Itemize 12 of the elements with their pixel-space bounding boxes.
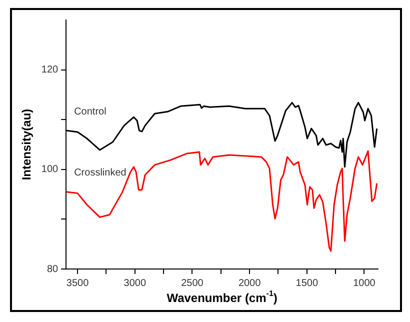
x-tick-label: 1500: [296, 278, 318, 289]
x-tick-label: 2000: [238, 278, 262, 289]
y-tick-label: 120: [41, 64, 59, 76]
x-tick-label: 2500: [181, 278, 204, 289]
series-label: Crosslinked: [74, 168, 126, 179]
y-tick-label: 100: [41, 164, 59, 176]
series-label: Control: [74, 106, 106, 118]
x-tick-label: 1000: [353, 278, 376, 289]
y-axis-title: Intensity(au): [20, 108, 34, 180]
x-tick-label: 3500: [66, 278, 90, 289]
x-tick-label: 3000: [124, 278, 146, 289]
y-tick-label: 80: [46, 264, 59, 275]
